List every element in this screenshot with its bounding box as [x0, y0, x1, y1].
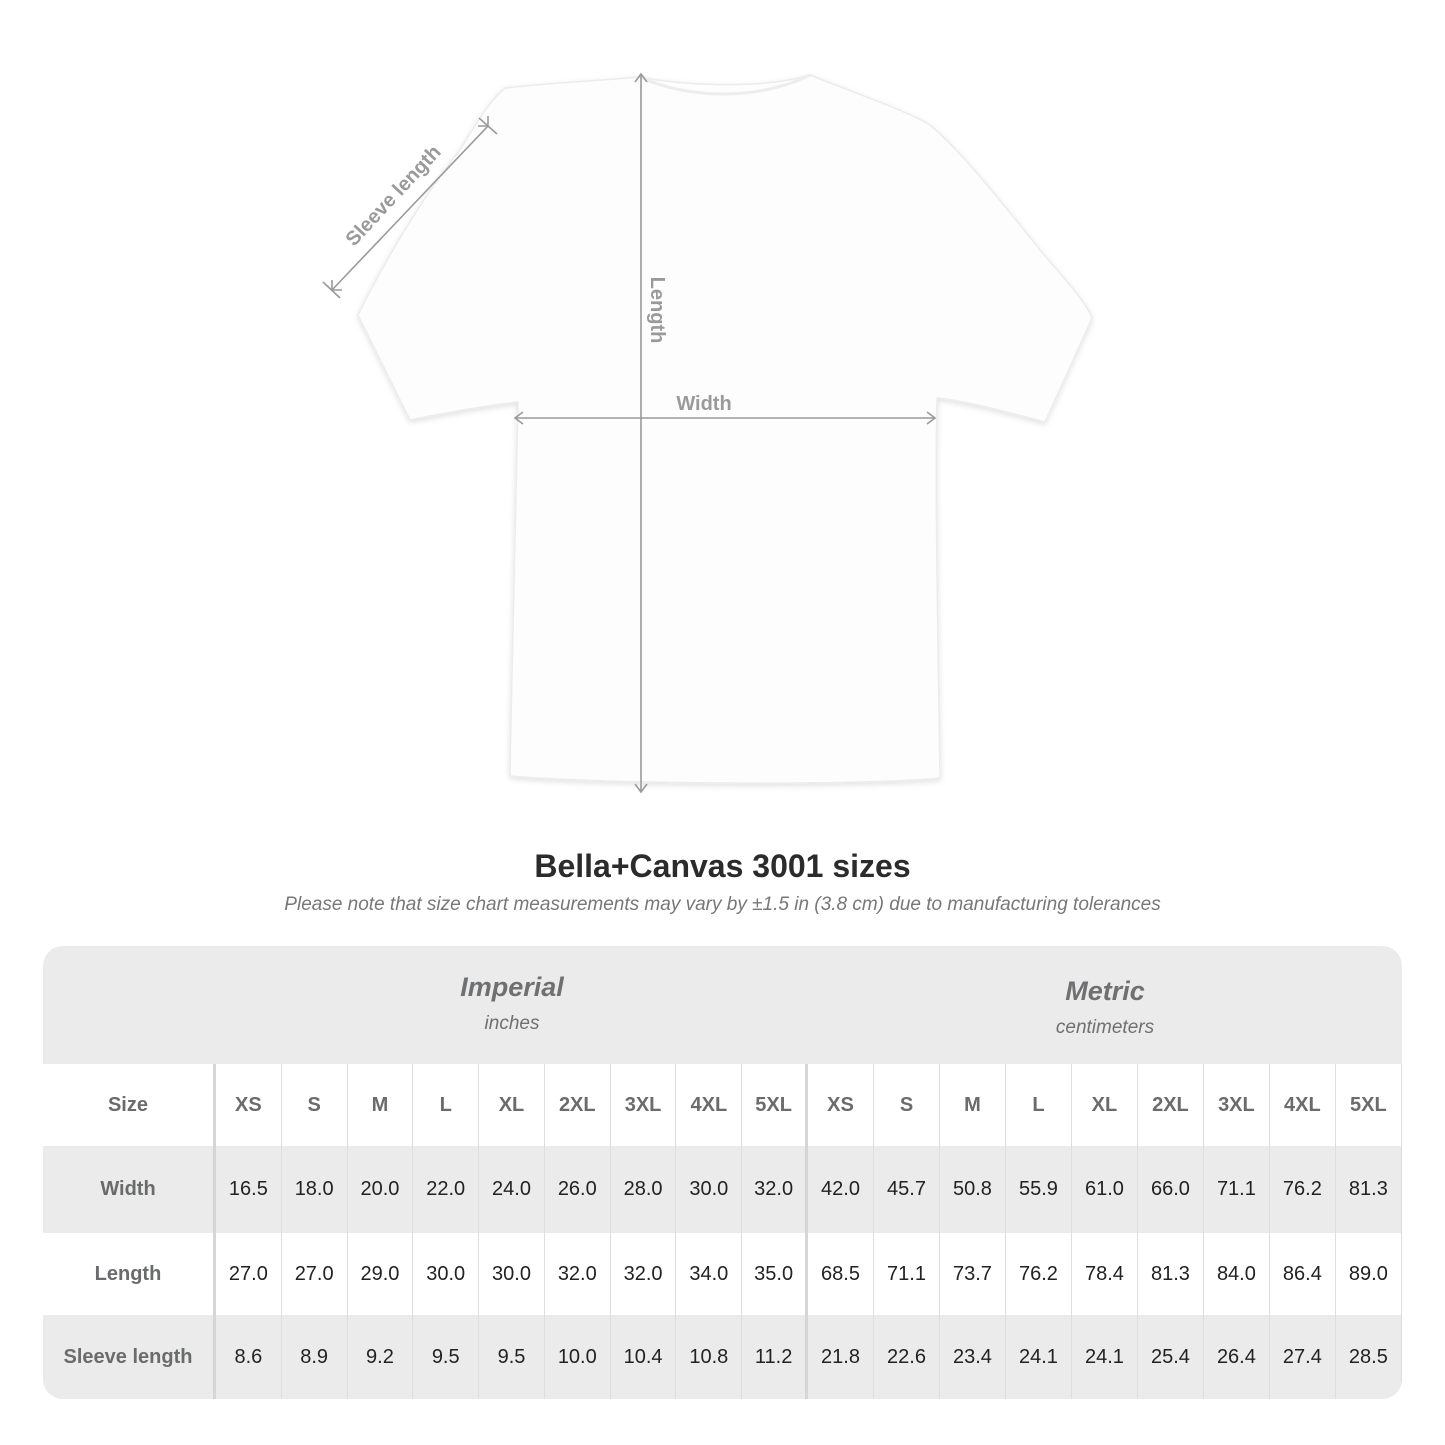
size-header-cell: XS — [808, 1064, 874, 1146]
imperial-value-cell: 8.9 — [282, 1315, 348, 1399]
imperial-title: Imperial — [460, 972, 564, 1002]
page-title: Bella+Canvas 3001 sizes — [534, 848, 911, 884]
metric-value-cell: 84.0 — [1204, 1233, 1270, 1315]
imperial-value-cell: 26.0 — [545, 1146, 611, 1233]
imperial-value-cell: 27.0 — [282, 1233, 348, 1315]
table-row: Width 16.5 18.0 20.0 22.0 24.0 26.0 28.0 30.0 32.… — [43, 1146, 1402, 1233]
size-header-cell: L — [1006, 1064, 1072, 1146]
imperial-value-cell: 30.0 — [413, 1233, 480, 1315]
imperial-value-cell: 10.4 — [611, 1315, 677, 1399]
metric-value-cell: 27.4 — [1270, 1315, 1336, 1399]
row-label: Size — [43, 1064, 216, 1146]
metric-value-cell: 76.2 — [1270, 1146, 1336, 1233]
metric-value-cell: 73.7 — [940, 1233, 1006, 1315]
imperial-value-cell: 18.0 — [282, 1146, 348, 1233]
imperial-value-cell: 30.0 — [676, 1146, 743, 1233]
tshirt-shape — [357, 74, 1093, 784]
metric-value-cell: 61.0 — [1072, 1146, 1138, 1233]
imperial-value-cell: 10.0 — [545, 1315, 611, 1399]
size-header-cell: 3XL — [611, 1064, 677, 1146]
imperial-value-cell: 24.0 — [479, 1146, 545, 1233]
row-label: Sleeve length — [43, 1315, 216, 1399]
tshirt-diagram: Sleeve length Length Width — [322, 72, 1093, 794]
metric-value-cell: 45.7 — [874, 1146, 940, 1233]
size-header-cell: S — [282, 1064, 348, 1146]
metric-unit: centimeters — [1055, 1017, 1155, 1038]
metric-value-cell: 68.5 — [808, 1233, 874, 1315]
metric-value-cell: 22.6 — [874, 1315, 940, 1399]
metric-value-cell: 86.4 — [1270, 1233, 1336, 1315]
imperial-value-cell: 9.5 — [479, 1315, 545, 1399]
imperial-value-cell: 32.0 — [742, 1146, 809, 1233]
size-header-cell: 5XL — [1336, 1064, 1402, 1146]
collar — [639, 73, 811, 96]
sleeve-length-line — [331, 125, 489, 291]
metric-value-cell: 76.2 — [1006, 1233, 1072, 1315]
metric-value-cell: 50.8 — [940, 1146, 1006, 1233]
metric-value-cell: 24.1 — [1006, 1315, 1072, 1399]
imperial-value-cell: 10.8 — [676, 1315, 743, 1399]
metric-value-cell: 78.4 — [1072, 1233, 1138, 1315]
size-header-cell: 5XL — [742, 1064, 809, 1146]
metric-header: Metric centimeters — [808, 946, 1402, 1064]
metric-value-cell: 26.4 — [1204, 1315, 1270, 1399]
size-header-cell: 4XL — [1270, 1064, 1336, 1146]
size-header-cell: S — [874, 1064, 940, 1146]
imperial-value-cell: 22.0 — [413, 1146, 480, 1233]
tolerance-note: Please note that size chart measurements… — [284, 894, 1161, 915]
length-label: Length — [646, 277, 668, 344]
size-header-cell: 3XL — [1204, 1064, 1270, 1146]
table-row: Length 27.0 27.0 29.0 30.0 30.0 32.0 32.0 34.0 35… — [43, 1233, 1402, 1315]
imperial-value-cell: 20.0 — [348, 1146, 414, 1233]
size-header-cell: 2XL — [1138, 1064, 1204, 1146]
imperial-value-cell: 11.2 — [742, 1315, 809, 1399]
imperial-value-cell: 28.0 — [611, 1146, 677, 1233]
metric-value-cell: 55.9 — [1006, 1146, 1072, 1233]
metric-value-cell: 71.1 — [1204, 1146, 1270, 1233]
metric-value-cell: 21.8 — [808, 1315, 874, 1399]
measurement-lines — [322, 72, 937, 794]
imperial-value-cell: 35.0 — [742, 1233, 809, 1315]
width-label: Width — [676, 393, 731, 415]
size-header-cell: M — [940, 1064, 1006, 1146]
size-header-cell: 2XL — [545, 1064, 611, 1146]
row-label: Width — [43, 1146, 216, 1233]
metric-title: Metric — [1065, 976, 1145, 1006]
size-header-cell: XL — [1072, 1064, 1138, 1146]
imperial-value-cell: 9.2 — [348, 1315, 414, 1399]
size-header-cell: XS — [216, 1064, 282, 1146]
imperial-value-cell: 27.0 — [216, 1233, 282, 1315]
metric-value-cell: 81.3 — [1138, 1233, 1204, 1315]
size-header-cell: L — [413, 1064, 480, 1146]
metric-value-cell: 66.0 — [1138, 1146, 1204, 1233]
imperial-value-cell: 8.6 — [216, 1315, 282, 1399]
imperial-unit: inches — [484, 1013, 540, 1034]
metric-value-cell: 81.3 — [1336, 1146, 1402, 1233]
metric-value-cell: 71.1 — [874, 1233, 940, 1315]
size-header-cell: 4XL — [676, 1064, 743, 1146]
imperial-value-cell: 16.5 — [216, 1146, 282, 1233]
imperial-value-cell: 9.5 — [413, 1315, 480, 1399]
metric-value-cell: 23.4 — [940, 1315, 1006, 1399]
metric-value-cell: 89.0 — [1336, 1233, 1402, 1315]
imperial-value-cell: 32.0 — [611, 1233, 677, 1315]
imperial-value-cell: 29.0 — [348, 1233, 414, 1315]
metric-value-cell: 25.4 — [1138, 1315, 1204, 1399]
size-header-cell: M — [348, 1064, 414, 1146]
row-label: Length — [43, 1233, 216, 1315]
metric-value-cell: 28.5 — [1336, 1315, 1402, 1399]
metric-value-cell: 24.1 — [1072, 1315, 1138, 1399]
size-header-cell: XL — [479, 1064, 545, 1146]
size-header-row: Size XS S M L XL 2XL 3XL 4XL 5XL XS S M L XL 2XL 3XL 4XL 5… — [43, 1064, 1402, 1146]
size-table: Imperial inches Metric centimeters Size X… — [43, 946, 1402, 1399]
imperial-value-cell: 32.0 — [545, 1233, 611, 1315]
imperial-value-cell: 30.0 — [479, 1233, 545, 1315]
imperial-header: Imperial inches — [216, 946, 808, 1064]
metric-value-cell: 42.0 — [808, 1146, 874, 1233]
table-row: Sleeve length 8.6 8.9 9.2 9.5 9.5 10.0 10.4 10.8… — [43, 1315, 1402, 1399]
imperial-value-cell: 34.0 — [676, 1233, 743, 1315]
